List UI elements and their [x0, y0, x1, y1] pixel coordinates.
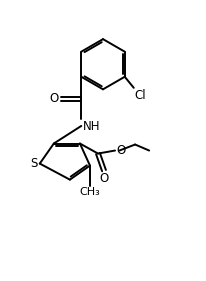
Text: NH: NH [83, 120, 100, 133]
Text: O: O [99, 172, 109, 185]
Text: O: O [49, 92, 59, 105]
Text: CH₃: CH₃ [80, 187, 100, 197]
Text: S: S [30, 157, 37, 170]
Text: Cl: Cl [135, 89, 146, 102]
Text: O: O [117, 144, 126, 157]
